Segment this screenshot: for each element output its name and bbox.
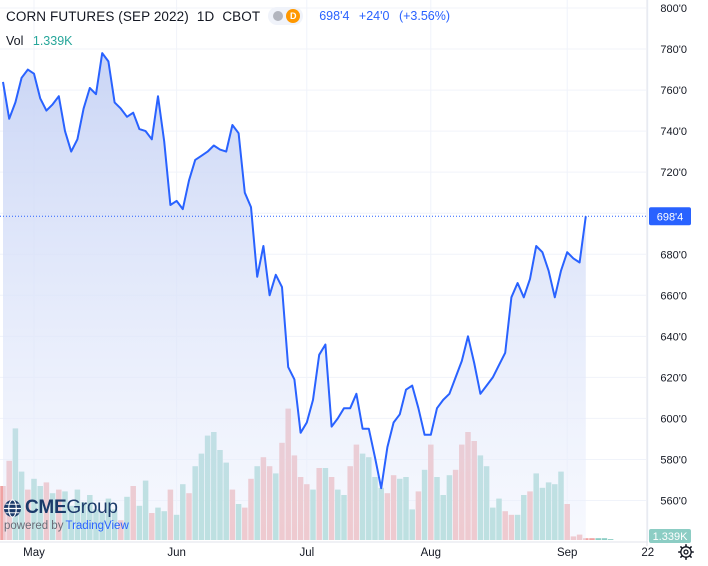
price-change-percent: (+3.56%) [398,9,451,23]
price-quote: 698'4 +24'0 (+3.56%) [319,9,450,23]
interval-label[interactable]: 1D [196,8,215,24]
volume-label[interactable]: Vol [6,34,24,48]
time-axis[interactable]: May Jun Jul Aug Sep 22 [0,541,654,559]
price-area-fill [3,53,586,540]
exchange-label: CBOT [222,8,261,24]
price-tick-label: 580'0 [660,454,687,466]
volume-bar [589,538,595,540]
globe-icon [3,498,22,518]
powered-by: powered by TradingView [4,520,129,532]
time-tick-label: Aug [421,547,441,559]
time-tick-label: Jun [167,547,186,559]
volume-bar [601,538,608,540]
price-tick-label: 620'0 [660,372,687,384]
price-tick-label: 680'0 [660,249,687,261]
price-axis[interactable]: 800'0780'0760'0740'0720'0700'0680'0660'0… [646,0,691,546]
volume-bar [595,538,601,540]
settings-gear-icon[interactable] [678,544,694,560]
last-price: 698'4 [319,9,350,23]
svg-text:698'4: 698'4 [657,211,684,223]
price-change: +24'0 [358,9,390,23]
time-tick-label: May [23,547,45,559]
price-tick-label: 600'0 [660,413,687,425]
price-tick-label: 720'0 [660,167,687,179]
delayed-data-icon: D [286,9,301,23]
volume-axis-label: 1.339K [649,529,691,543]
price-tick-label: 800'0 [660,3,687,15]
price-tick-label: 760'0 [660,85,687,97]
symbol-title[interactable]: CORN FUTURES (SEP 2022) [6,8,189,24]
price-tick-label: 560'0 [660,496,687,508]
price-tick-label: 740'0 [660,126,687,138]
price-tick-label: 660'0 [660,290,687,302]
status-chip[interactable]: D [268,7,304,25]
market-status-dot-icon [273,11,284,21]
cme-group-watermark[interactable]: CMEGroup powered by TradingView [3,497,129,532]
brand-name: CMEGroup [25,497,118,518]
volume-bar [607,539,614,540]
last-price-label: 698'4 [649,207,691,226]
cme-logo: CMEGroup [3,497,129,519]
price-tick-label: 640'0 [660,331,687,343]
tradingview-link[interactable]: TradingView [65,520,129,532]
symbol-legend: CORN FUTURES (SEP 2022) 1D CBOT D 698'4 … [6,7,450,25]
price-tick-label: 780'0 [660,44,687,56]
svg-text:1.339K: 1.339K [653,531,689,543]
price-line [2,52,587,490]
time-tick-label: 22 [641,547,654,559]
volume-legend: Vol 1.339K [6,34,73,48]
time-tick-label: Jul [299,547,314,559]
time-tick-label: Sep [557,547,577,559]
volume-value: 1.339K [32,34,73,48]
